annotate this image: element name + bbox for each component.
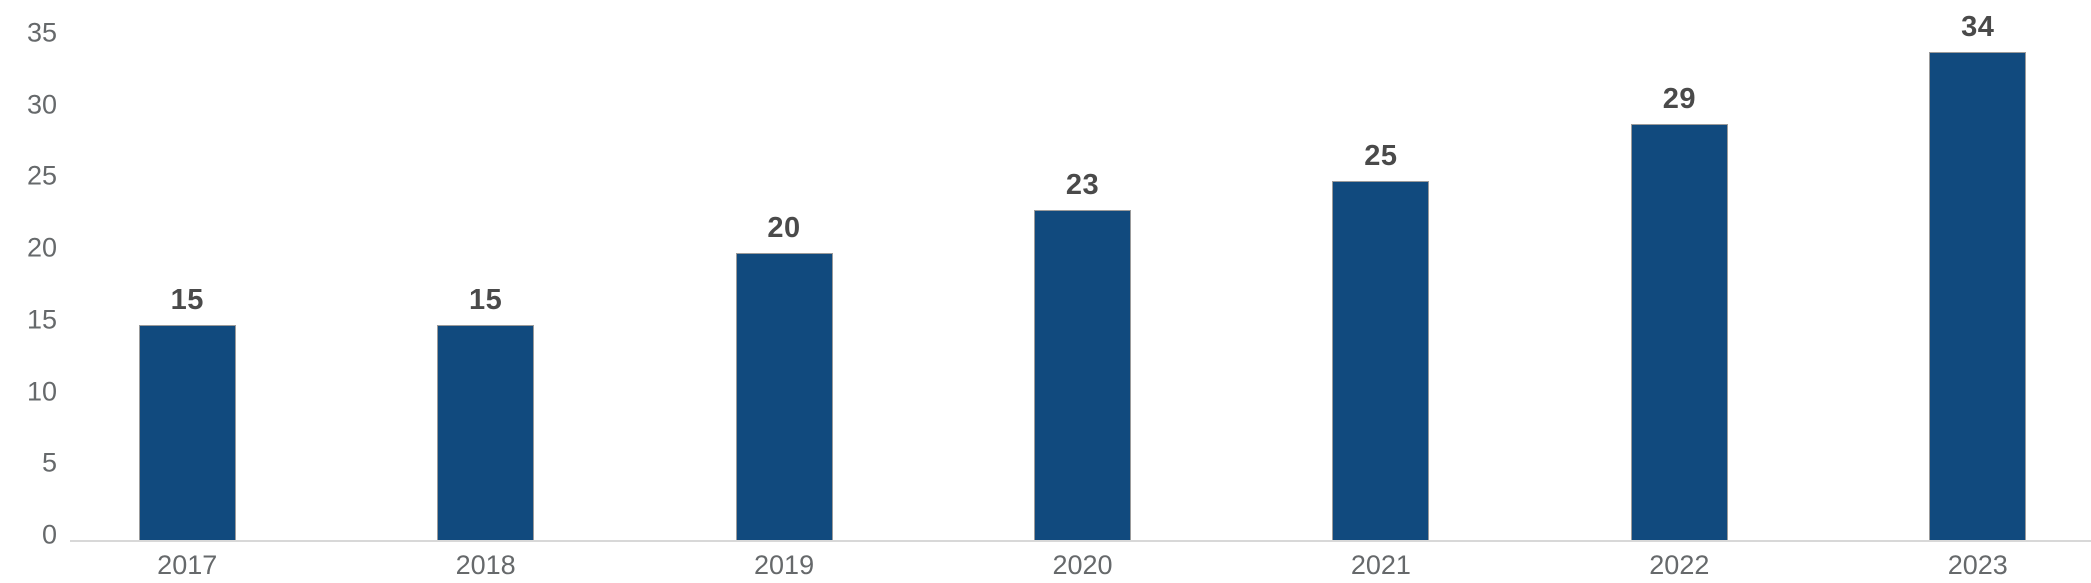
y-axis-tick-label: 15	[26, 304, 57, 335]
bar-slot-2021: 25	[1232, 0, 1530, 540]
y-axis-tick-label: 25	[26, 160, 57, 191]
bar-slot-2022: 29	[1530, 0, 1828, 540]
x-axis-label-2017: 2017	[157, 550, 218, 580]
bar-value-label-2017: 15	[170, 283, 204, 316]
bar-slot-2023: 34	[1829, 0, 2091, 540]
bar-2018	[437, 324, 535, 540]
y-axis-tick-label: 20	[26, 232, 57, 263]
x-axis-label-2018: 2018	[455, 550, 516, 580]
bar-value-label-2019: 20	[767, 212, 801, 244]
bar-2022	[1630, 123, 1728, 540]
bar-2023	[1929, 52, 2027, 540]
bar-value-label-2020: 23	[1065, 168, 1100, 201]
bar-slot-2020: 23	[933, 0, 1231, 540]
bar-value-label-2018: 15	[469, 283, 503, 316]
bar-2017	[138, 324, 236, 540]
bar-2020	[1033, 209, 1131, 540]
bar-slot-2017: 15	[38, 0, 336, 540]
y-axis-tick-label: 0	[41, 519, 57, 550]
x-axis-labels: 2017 2018 2019 2020 2021 2022 2023	[38, 550, 2091, 580]
bar-value-label-2022: 29	[1662, 82, 1696, 115]
bar-2021	[1332, 181, 1430, 540]
x-axis-label-2020: 2020	[1052, 550, 1113, 580]
y-axis-tick-label: 5	[41, 447, 57, 478]
x-axis-label-2022: 2022	[1649, 550, 1710, 580]
x-axis-label-2021: 2021	[1350, 550, 1411, 580]
x-axis-label-2023: 2023	[1947, 550, 2008, 580]
bar-value-label-2023: 34	[1961, 11, 1995, 44]
x-axis-label-2019: 2019	[754, 550, 815, 580]
bar-value-label-2021: 25	[1364, 140, 1398, 173]
y-axis-tick-label: 30	[26, 89, 57, 119]
y-axis-tick-label: 35	[26, 17, 57, 48]
x-axis-line	[70, 540, 2091, 542]
plot-area: 15 15 20 23 25 29 34	[38, 0, 2091, 540]
bar-slot-2019: 20	[635, 0, 933, 540]
y-axis-tick-label: 10	[26, 376, 57, 406]
bar-2019	[735, 253, 833, 540]
bar-slot-2018: 15	[336, 0, 634, 540]
